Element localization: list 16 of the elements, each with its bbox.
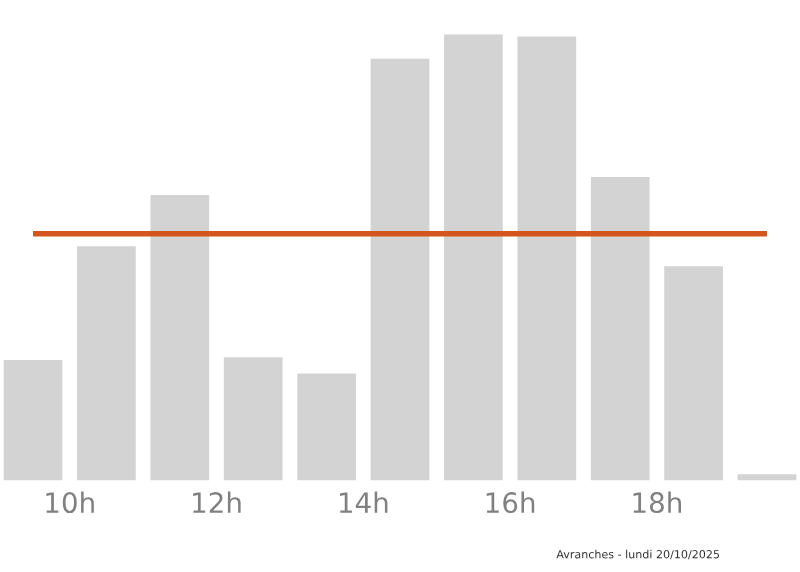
x-tick-label: 10h xyxy=(46,491,94,514)
bar xyxy=(737,474,797,481)
x-tick-label: 14h xyxy=(339,491,388,513)
x-tick-label: 16h xyxy=(486,491,535,514)
bar xyxy=(3,360,63,481)
bar xyxy=(444,34,503,481)
bar xyxy=(223,357,283,481)
x-tick-label: 18h xyxy=(633,491,681,514)
bar xyxy=(297,373,356,481)
bar xyxy=(370,58,430,481)
bar xyxy=(77,246,136,481)
bar xyxy=(664,266,723,481)
bar xyxy=(150,194,210,481)
bar xyxy=(517,36,577,481)
bar xyxy=(590,177,650,481)
x-tick-label: 12h xyxy=(193,491,241,513)
